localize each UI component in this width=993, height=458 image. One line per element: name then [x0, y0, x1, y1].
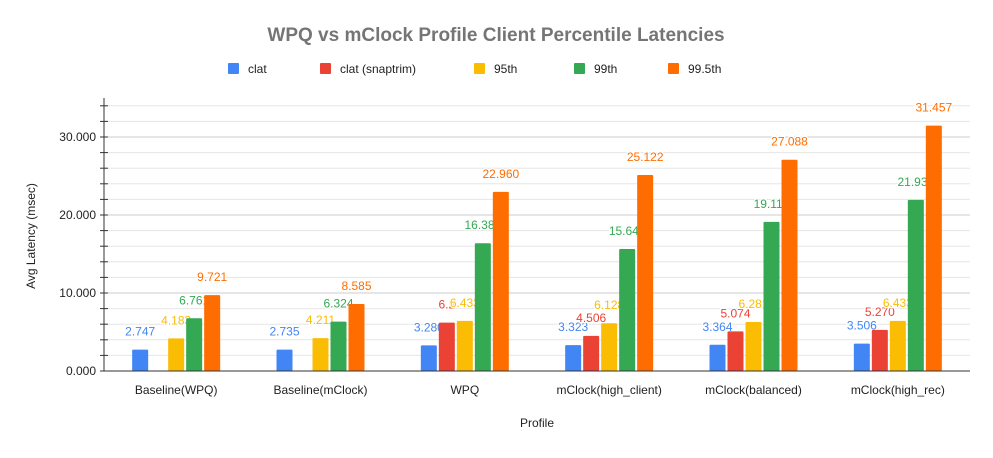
data-label: 3.323	[558, 320, 588, 334]
legend-swatch	[574, 63, 585, 74]
bar-clat-snaptrim-	[727, 331, 744, 371]
bar-clat-snaptrim-	[583, 335, 600, 371]
data-label: 5.074	[720, 306, 750, 320]
data-label: 19.115	[754, 197, 790, 211]
axes: 0.000 10.000 20.000 30.000 Baseline(WPQ) Base…	[59, 98, 970, 397]
bar-99th	[763, 221, 780, 371]
data-label: 31.457	[915, 101, 952, 115]
bar-clat	[132, 349, 149, 371]
bar-95th	[456, 320, 473, 371]
legend-label: clat	[248, 62, 267, 76]
bar-99th	[186, 318, 203, 371]
y-axis-label: Avg Latency (msec)	[24, 183, 38, 289]
legend-label: 99.5th	[688, 62, 721, 76]
data-label: 5.270	[865, 305, 895, 319]
x-tick-label: Baseline(WPQ)	[135, 383, 218, 397]
legend: clat clat (snaptrim) 95th 99th 99.5th	[228, 62, 721, 76]
bar-99-5th	[781, 159, 798, 371]
x-tick-label: mClock(balanced)	[705, 383, 802, 397]
bar-99th	[330, 321, 347, 371]
data-label: 2.735	[269, 325, 299, 339]
x-tick-label: Baseline(mClock)	[273, 383, 367, 397]
y-tick-label: 20.000	[59, 208, 96, 222]
data-label: 2.747	[125, 325, 155, 339]
data-label: 22.960	[482, 167, 519, 181]
chart-title: WPQ vs mClock Profile Client Percentile …	[267, 25, 724, 46]
bar-99-5th	[637, 175, 654, 371]
data-label: 4.506	[576, 311, 606, 325]
legend-label: clat (snaptrim)	[340, 62, 416, 76]
y-tick-label: 10.000	[59, 286, 96, 300]
bar-99-5th	[492, 191, 509, 371]
bar-99-5th	[348, 304, 365, 371]
bar-clat	[565, 345, 582, 371]
legend-swatch	[320, 63, 331, 74]
data-label: 25.122	[627, 150, 664, 164]
bar-99-5th	[204, 295, 221, 371]
data-label: 6.433	[883, 296, 913, 310]
legend-label: 95th	[494, 62, 517, 76]
y-tick-label: 0.000	[66, 364, 96, 378]
legend-swatch	[228, 63, 239, 74]
data-label: 3.364	[702, 320, 732, 334]
gridlines	[104, 105, 970, 356]
legend-label: 99th	[594, 62, 617, 76]
data-label: 6.761	[179, 293, 209, 307]
bar-95th	[168, 338, 185, 371]
bar-clat-snaptrim-	[871, 329, 888, 371]
data-label: 4.211	[306, 313, 335, 327]
legend-swatch	[668, 63, 679, 74]
bar-clat-snaptrim-	[438, 322, 455, 371]
bars: 2.747 4.183 6.761 9.721 2.735 4.211 6.324 8.585…	[124, 99, 954, 371]
bar-99th	[619, 248, 636, 371]
data-label: 6.324	[323, 297, 353, 311]
x-tick-label: mClock(high_client)	[556, 383, 661, 397]
bar-99th	[474, 243, 491, 371]
bar-clat	[420, 345, 437, 371]
x-axis-label: Profile	[520, 416, 554, 430]
data-label: 6.281	[738, 297, 768, 311]
bar-95th	[312, 338, 329, 371]
data-label: 9.721	[197, 270, 227, 284]
data-label: 8.585	[341, 279, 371, 293]
bar-clat	[709, 344, 726, 371]
data-label: 27.088	[771, 135, 808, 149]
x-tick-label: mClock(high_rec)	[851, 383, 945, 397]
data-label: 3.280	[414, 320, 444, 334]
data-label: 6.128	[594, 298, 624, 312]
x-tick-label: WPQ	[450, 383, 479, 397]
bar-95th	[601, 323, 618, 371]
bar-95th	[889, 320, 906, 371]
data-label: 6.2	[438, 298, 455, 312]
data-label: 3.506	[847, 319, 877, 333]
data-label: 4.183	[161, 313, 191, 327]
bar-95th	[745, 322, 762, 371]
data-label: 6.433	[450, 296, 480, 310]
bar-clat	[853, 343, 870, 371]
legend-swatch	[474, 63, 485, 74]
bar-clat	[276, 349, 293, 371]
y-tick-label: 30.000	[59, 130, 96, 144]
bar-99th	[907, 199, 924, 371]
bar-99-5th	[925, 125, 942, 371]
